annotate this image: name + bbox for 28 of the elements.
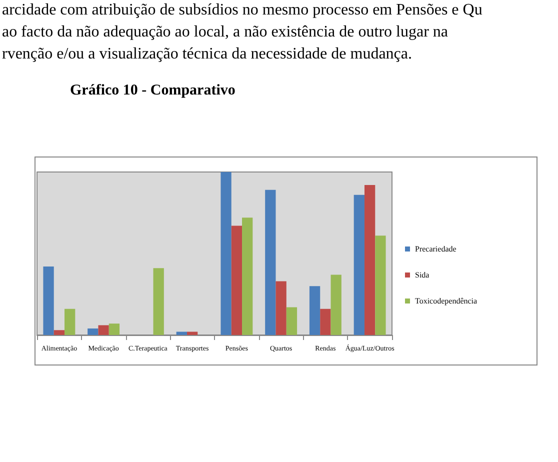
- bar: [286, 307, 298, 335]
- legend-label: Sida: [415, 270, 430, 280]
- bar: [88, 328, 98, 335]
- bar: [309, 286, 320, 335]
- chart-title: Gráfico 10 - Comparativo: [70, 82, 236, 98]
- bar: [54, 330, 65, 335]
- bar: [364, 185, 376, 335]
- bar: [176, 332, 187, 335]
- legend-label: Precariedade: [415, 244, 457, 254]
- bar: [276, 281, 286, 335]
- text: rvenção e/ou a visualização técnica da necessidade de mudança.: [2, 46, 412, 62]
- bar: [375, 236, 386, 335]
- bar: [43, 266, 54, 335]
- bar: [354, 194, 364, 335]
- bar: [153, 268, 164, 335]
- legend-label: Toxicodependência: [415, 296, 478, 306]
- bar: [220, 172, 232, 335]
- text: ao facto da não adequação ao local, a não existência de outro lugar na: [2, 24, 448, 40]
- bar: [330, 274, 342, 335]
- bar: [98, 325, 109, 335]
- bar: [265, 190, 276, 335]
- bar: [231, 226, 242, 335]
- text: arcidade com atribuição de subsídios no mesmo processo em Pensões e Qu: [2, 2, 482, 18]
- bar: [186, 332, 198, 335]
- bar: [64, 308, 76, 335]
- bar: [320, 308, 331, 335]
- bar: [108, 324, 120, 335]
- bar: [242, 218, 253, 335]
